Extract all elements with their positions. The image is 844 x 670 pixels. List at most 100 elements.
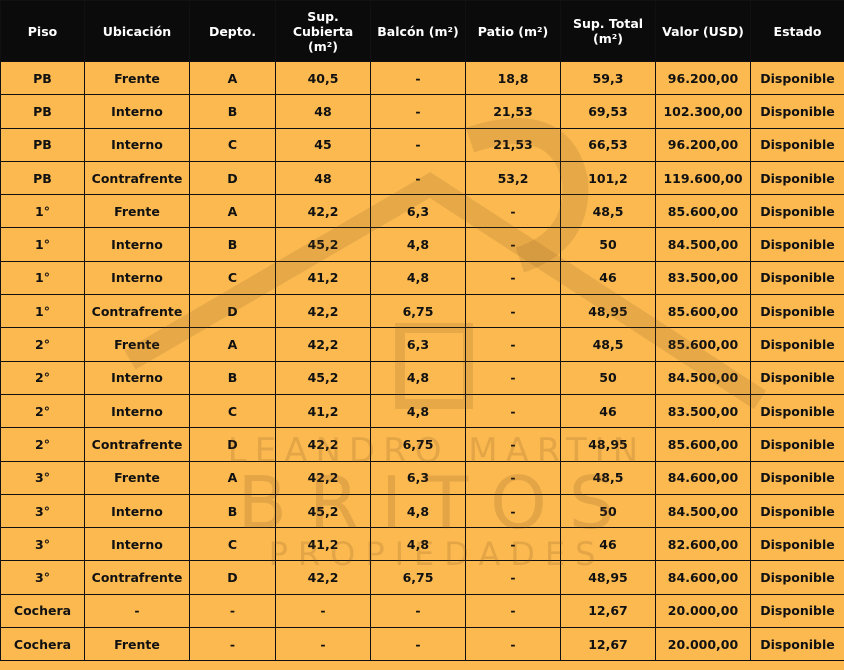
cell: Interno — [84, 493, 190, 529]
cell: 20.000,00 — [655, 593, 751, 629]
header-text: Balcón (m²) — [377, 23, 459, 39]
cell: 85.600,00 — [655, 327, 751, 362]
header-cell: Estado — [750, 0, 844, 62]
cell: 4,8 — [370, 493, 466, 529]
cell: 50 — [560, 360, 656, 395]
header-text: Estado — [773, 23, 822, 39]
cell: Interno — [84, 94, 190, 129]
cell: - — [465, 194, 561, 229]
cell: 48,95 — [560, 294, 656, 329]
cell: - — [465, 260, 561, 296]
row: 3° Interno B 45,2 4,8-50 84.500,00 Disponible — [0, 493, 844, 529]
cell: Frente — [84, 627, 190, 662]
cell: Interno — [84, 127, 190, 162]
cell: 53,2 — [465, 160, 561, 196]
cell: 66,53 — [560, 127, 656, 162]
row: PB Frente A 40,5-18,8 59,3 96.200,00 Disponibl… — [0, 60, 844, 96]
row: 2° Contrafrente D 42,2 6,75-48,95 85.600,00 Di… — [0, 427, 844, 462]
cell: C — [189, 260, 276, 296]
header-cell: Sup. Total (m²) — [560, 0, 656, 62]
cell: PB — [0, 60, 85, 96]
cell: B — [189, 94, 276, 129]
cell: Cochera — [0, 593, 85, 629]
cell: 21,53 — [465, 94, 561, 129]
header-cell: Sup. Cubierta (m²) — [275, 0, 371, 62]
cell: - — [465, 627, 561, 662]
cell: D — [189, 427, 276, 462]
cell: Interno — [84, 260, 190, 296]
row: 1° Interno C 41,2 4,8-46 83.500,00 Disponible — [0, 260, 844, 296]
cell: C — [189, 527, 276, 562]
cell: 2° — [0, 427, 85, 462]
cell: 4,8 — [370, 227, 466, 262]
row: 3° Frente A 42,2 6,3-48,5 84.600,00 Disponible — [0, 460, 844, 495]
row: 3° Contrafrente D 42,2 6,75-48,95 84.600,00 Di… — [0, 560, 844, 595]
cell: 4,8 — [370, 393, 466, 429]
cell: A — [189, 460, 276, 495]
cell: 85.600,00 — [655, 194, 751, 229]
cell: Disponible — [750, 393, 844, 429]
cell: 12,67 — [560, 627, 656, 662]
cell: Disponible — [750, 627, 844, 662]
cell: 3° — [0, 493, 85, 529]
cell: 102.300,00 — [655, 94, 751, 129]
cell: B — [189, 227, 276, 262]
cell: Disponible — [750, 60, 844, 96]
cell: 69,53 — [560, 94, 656, 129]
cell: Disponible — [750, 560, 844, 595]
cell: D — [189, 294, 276, 329]
cell: 41,2 — [275, 260, 371, 296]
cell: Disponible — [750, 227, 844, 262]
cell: - — [275, 593, 371, 629]
cell: - — [465, 560, 561, 595]
cell: A — [189, 194, 276, 229]
cell: 4,8 — [370, 360, 466, 395]
cell: 42,2 — [275, 427, 371, 462]
row: 1° Interno B 45,2 4,8-50 84.500,00 Disponible — [0, 227, 844, 262]
cell: 4,8 — [370, 260, 466, 296]
cell: C — [189, 127, 276, 162]
cell: 45 — [275, 127, 371, 162]
row: PB Contrafrente D 48-53,2 101,2 119.600,00 Dis… — [0, 160, 844, 196]
cell: Disponible — [750, 327, 844, 362]
header-text: Piso — [27, 23, 58, 39]
cell: - — [370, 94, 466, 129]
cell: - — [275, 627, 371, 662]
cell: 1° — [0, 294, 85, 329]
cell: - — [370, 127, 466, 162]
row: PB Interno B 48-21,53 69,53 102.300,00 Disponi… — [0, 94, 844, 129]
cell: 1° — [0, 260, 85, 296]
cell: Frente — [84, 327, 190, 362]
cell: A — [189, 327, 276, 362]
cell: D — [189, 560, 276, 595]
cell: 6,3 — [370, 194, 466, 229]
cell: - — [370, 627, 466, 662]
row: 2° Frente A 42,2 6,3-48,5 85.600,00 Disponible — [0, 327, 844, 362]
cell: - — [465, 227, 561, 262]
cell: 42,2 — [275, 294, 371, 329]
cell: Disponible — [750, 460, 844, 495]
cell: - — [189, 627, 276, 662]
cell: 1° — [0, 227, 85, 262]
cell: 48 — [275, 94, 371, 129]
cell: Contrafrente — [84, 427, 190, 462]
cell: 84.500,00 — [655, 493, 751, 529]
cell: 6,75 — [370, 560, 466, 595]
cell: 96.200,00 — [655, 127, 751, 162]
cell: Disponible — [750, 127, 844, 162]
row: 1° Frente A 42,2 6,3-48,5 85.600,00 Disponible — [0, 194, 844, 229]
cell: Frente — [84, 460, 190, 495]
cell: 18,8 — [465, 60, 561, 96]
header-text: Ubicación — [102, 23, 172, 39]
cell: - — [370, 593, 466, 629]
cell: 2° — [0, 327, 85, 362]
cell: Disponible — [750, 194, 844, 229]
cell: 48,5 — [560, 194, 656, 229]
cell: Interno — [84, 393, 190, 429]
cell: 3° — [0, 527, 85, 562]
cell: Disponible — [750, 593, 844, 629]
cell: Disponible — [750, 360, 844, 395]
cell: 20.000,00 — [655, 627, 751, 662]
cell: - — [465, 427, 561, 462]
